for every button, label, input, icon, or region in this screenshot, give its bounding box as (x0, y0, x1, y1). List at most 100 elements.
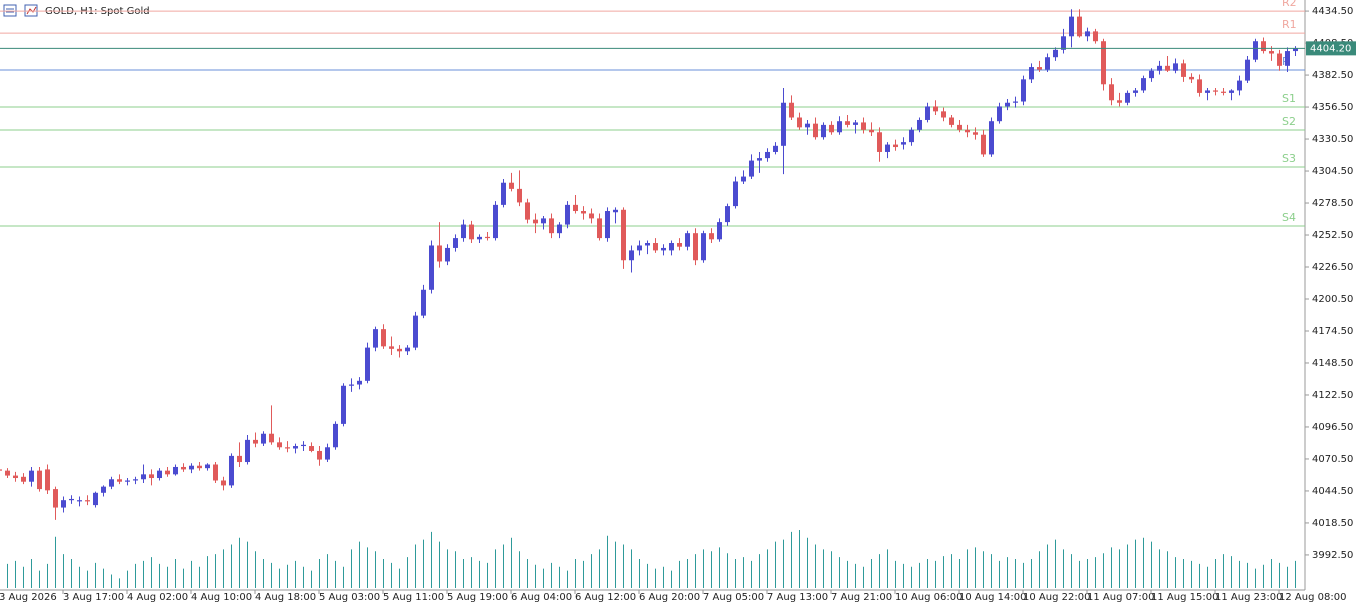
x-tick-label: 6 Aug 20:00 (639, 592, 700, 603)
y-tick-label: 4356.50 (1312, 102, 1353, 113)
y-tick-label: 4304.50 (1312, 166, 1353, 177)
last-price-box (1306, 41, 1356, 56)
candle-body (501, 182, 506, 205)
candle-body (453, 238, 458, 248)
candle-body (573, 204, 578, 212)
candle-body (757, 158, 762, 161)
x-tick-label: 7 Aug 05:00 (703, 592, 764, 603)
candle-body (997, 106, 1002, 122)
candle-body (45, 469, 50, 491)
candle-body (781, 102, 786, 146)
candle-body (965, 129, 970, 133)
y-tick-label: 4148.50 (1312, 358, 1353, 369)
x-tick-label: 5 Aug 03:00 (319, 592, 380, 603)
candle-body (853, 122, 858, 125)
candle-body (13, 475, 18, 479)
y-tick-label: 4122.50 (1312, 390, 1353, 401)
candle-body (1205, 90, 1210, 93)
candle-body (53, 489, 58, 508)
y-tick-label: 4382.50 (1312, 70, 1353, 81)
candle-body (765, 151, 770, 159)
x-tick-label: 3 Aug 17:00 (63, 592, 124, 603)
candle-body (437, 245, 442, 262)
candle-body (365, 347, 370, 381)
pivot-label: S2 (1282, 115, 1296, 128)
pivot-label: R2 (1282, 0, 1297, 9)
x-tick-label: 4 Aug 02:00 (127, 592, 188, 603)
candle-body (637, 245, 642, 251)
icon (3, 4, 17, 17)
candle-body (829, 124, 834, 133)
candle-body (357, 380, 362, 385)
pivot-label: S4 (1282, 211, 1296, 224)
candle-body (989, 121, 994, 155)
candle-body (477, 236, 482, 240)
candle-body (1037, 67, 1042, 70)
candle-body (0, 469, 2, 471)
candle-body (413, 315, 418, 348)
candle-body (157, 470, 162, 479)
x-tick-label: 11 Aug 07:00 (1087, 592, 1154, 603)
candle-body (677, 243, 682, 247)
x-tick-label: 5 Aug 19:00 (447, 592, 508, 603)
pivot-label: S1 (1282, 92, 1296, 105)
candle-body (261, 433, 266, 444)
y-tick-label: 4174.50 (1312, 326, 1353, 337)
candle-body (1053, 49, 1058, 58)
candle-body (901, 142, 906, 145)
candle-body (541, 218, 546, 224)
candle-body (653, 243, 658, 251)
candle-body (645, 243, 650, 246)
candle-body (797, 117, 802, 128)
candle-body (405, 347, 410, 352)
candle-body (949, 117, 954, 125)
candle-body (805, 123, 810, 128)
candle-body (813, 123, 818, 138)
candle-body (845, 121, 850, 125)
x-tick-label: 10 Aug 14:00 (959, 592, 1026, 603)
y-tick-label: 4330.50 (1312, 134, 1353, 145)
candle-body (973, 132, 978, 135)
candle-body (773, 145, 778, 152)
candle-body (1173, 63, 1178, 71)
last-price-label: 4404.20 (1310, 43, 1351, 54)
candle-body (325, 447, 330, 460)
candle-body (1197, 79, 1202, 93)
candle-body (341, 385, 346, 424)
candle-body (1165, 65, 1170, 71)
candle-body (461, 224, 466, 239)
candle-body (701, 233, 706, 261)
candle-body (925, 106, 930, 120)
candle-body (1117, 100, 1122, 103)
candle-body (597, 218, 602, 239)
candle-body (941, 111, 946, 118)
candle-body (557, 224, 562, 234)
candle-body (173, 466, 178, 475)
candle-body (733, 181, 738, 207)
candle-body (485, 236, 490, 239)
y-tick-label: 4096.50 (1312, 422, 1353, 433)
candle-body (1069, 16, 1074, 37)
candle-body (29, 470, 34, 482)
candle-body (1157, 65, 1162, 71)
x-tick-label: 3 Aug 2026 (0, 592, 57, 603)
candle-body (397, 348, 402, 352)
candle-body (1261, 41, 1266, 52)
candle-body (285, 447, 290, 449)
candle-body (1125, 92, 1130, 103)
candle-body (93, 492, 98, 506)
candle-body (877, 132, 882, 152)
candle-body (1029, 67, 1034, 80)
y-tick-label: 4044.50 (1312, 486, 1353, 497)
x-tick-label: 10 Aug 06:00 (895, 592, 962, 603)
candle-body (85, 500, 90, 502)
candle-body (1141, 78, 1146, 91)
candle-body (141, 474, 146, 480)
candle-body (1277, 53, 1282, 66)
candle-body (1245, 59, 1250, 81)
candle-body (133, 479, 138, 481)
y-tick-label: 4226.50 (1312, 262, 1353, 273)
candle-body (629, 250, 634, 261)
y-tick-label: 4434.50 (1312, 6, 1353, 17)
candle-body (309, 446, 314, 451)
